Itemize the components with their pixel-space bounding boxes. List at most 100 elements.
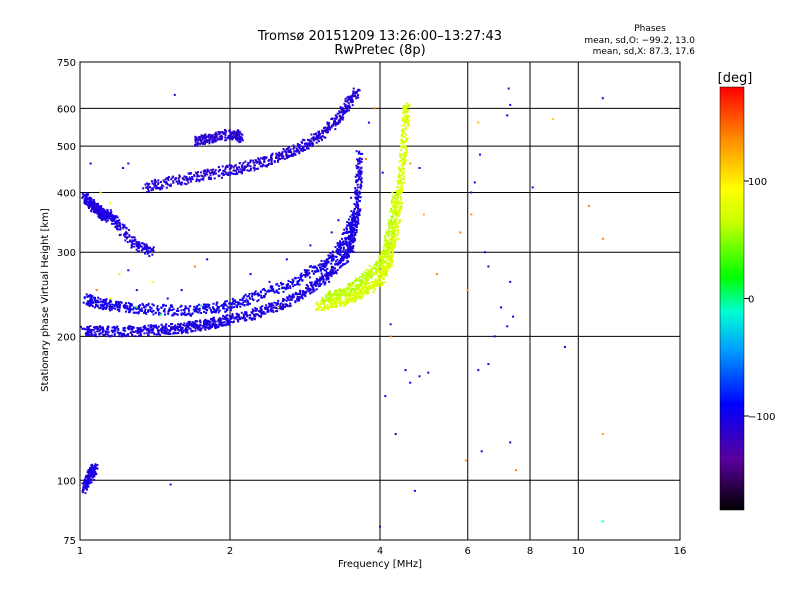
data-point xyxy=(236,167,238,170)
data-point xyxy=(296,299,299,302)
data-point xyxy=(202,178,205,181)
data-point xyxy=(89,201,92,204)
data-point xyxy=(354,192,357,195)
data-point xyxy=(151,253,154,256)
data-point xyxy=(96,467,99,470)
data-point xyxy=(105,298,108,301)
data-point xyxy=(280,154,283,157)
data-point xyxy=(354,189,357,192)
data-point xyxy=(307,287,310,290)
data-point xyxy=(109,215,112,218)
data-point xyxy=(370,277,373,280)
data-point xyxy=(320,277,323,280)
data-point xyxy=(379,284,382,287)
data-point xyxy=(350,300,353,303)
data-point xyxy=(203,320,205,323)
data-point xyxy=(307,288,310,291)
data-point xyxy=(339,253,342,256)
data-point xyxy=(373,264,376,267)
data-point xyxy=(344,100,347,102)
data-point xyxy=(287,151,290,154)
data-point xyxy=(334,124,337,127)
data-point xyxy=(336,244,339,247)
data-point xyxy=(259,309,261,312)
data-point xyxy=(331,269,334,272)
data-point xyxy=(339,240,341,243)
data-point xyxy=(351,238,353,241)
data-point xyxy=(320,272,323,275)
data-point xyxy=(328,257,330,260)
data-point xyxy=(324,306,327,309)
data-point xyxy=(317,308,320,310)
data-point xyxy=(275,302,278,305)
data-point xyxy=(259,310,262,313)
data-point xyxy=(206,319,209,322)
data-point xyxy=(199,324,202,327)
data-point xyxy=(351,287,353,290)
data-point xyxy=(142,187,145,190)
data-point xyxy=(265,165,268,168)
data-point xyxy=(277,157,280,160)
data-point xyxy=(347,253,350,256)
data-point xyxy=(169,328,172,331)
data-point xyxy=(209,172,212,174)
data-point xyxy=(89,478,91,481)
data-point xyxy=(231,302,234,305)
data-point xyxy=(87,477,90,480)
x-tick-label: 10 xyxy=(572,546,585,557)
data-point xyxy=(229,173,232,176)
data-point xyxy=(360,292,363,295)
data-point xyxy=(398,179,401,182)
data-point xyxy=(141,310,144,312)
data-point xyxy=(137,311,140,314)
data-point xyxy=(206,323,209,326)
data-point xyxy=(229,165,232,168)
data-point xyxy=(137,305,140,308)
data-point xyxy=(340,255,343,258)
data-point xyxy=(318,305,320,308)
data-point xyxy=(343,300,346,303)
data-point xyxy=(390,257,392,260)
data-point xyxy=(345,254,348,257)
data-point xyxy=(160,331,163,334)
data-point xyxy=(121,223,124,226)
data-point xyxy=(385,240,388,243)
data-point xyxy=(364,284,367,287)
data-point xyxy=(407,123,410,126)
data-point xyxy=(109,309,112,312)
data-point xyxy=(111,326,114,329)
data-point xyxy=(212,173,215,176)
data-point xyxy=(208,304,211,307)
data-point xyxy=(318,137,321,140)
data-point xyxy=(326,123,329,126)
data-point xyxy=(234,301,237,304)
data-point xyxy=(163,308,166,311)
data-point xyxy=(354,300,357,303)
data-point xyxy=(270,307,273,310)
data-point xyxy=(391,201,394,204)
data-point xyxy=(244,160,247,163)
data-point xyxy=(206,168,209,171)
data-point xyxy=(300,147,303,150)
data-point xyxy=(337,263,340,266)
data-point xyxy=(228,314,231,317)
data-point xyxy=(194,320,197,322)
data-point xyxy=(96,301,99,304)
data-point xyxy=(392,205,394,207)
data-point xyxy=(236,313,238,315)
data-point xyxy=(128,327,131,330)
y-tick-label: 200 xyxy=(57,332,76,343)
data-point xyxy=(356,178,359,181)
data-point xyxy=(282,290,285,293)
data-point xyxy=(164,332,167,335)
data-point xyxy=(123,304,126,307)
data-point xyxy=(389,241,392,244)
data-point xyxy=(167,312,170,315)
data-point xyxy=(342,259,345,262)
data-point xyxy=(310,282,313,285)
data-point xyxy=(329,270,332,273)
data-point xyxy=(276,301,279,304)
data-point xyxy=(142,328,145,331)
data-point xyxy=(106,219,109,222)
data-point xyxy=(239,298,242,301)
